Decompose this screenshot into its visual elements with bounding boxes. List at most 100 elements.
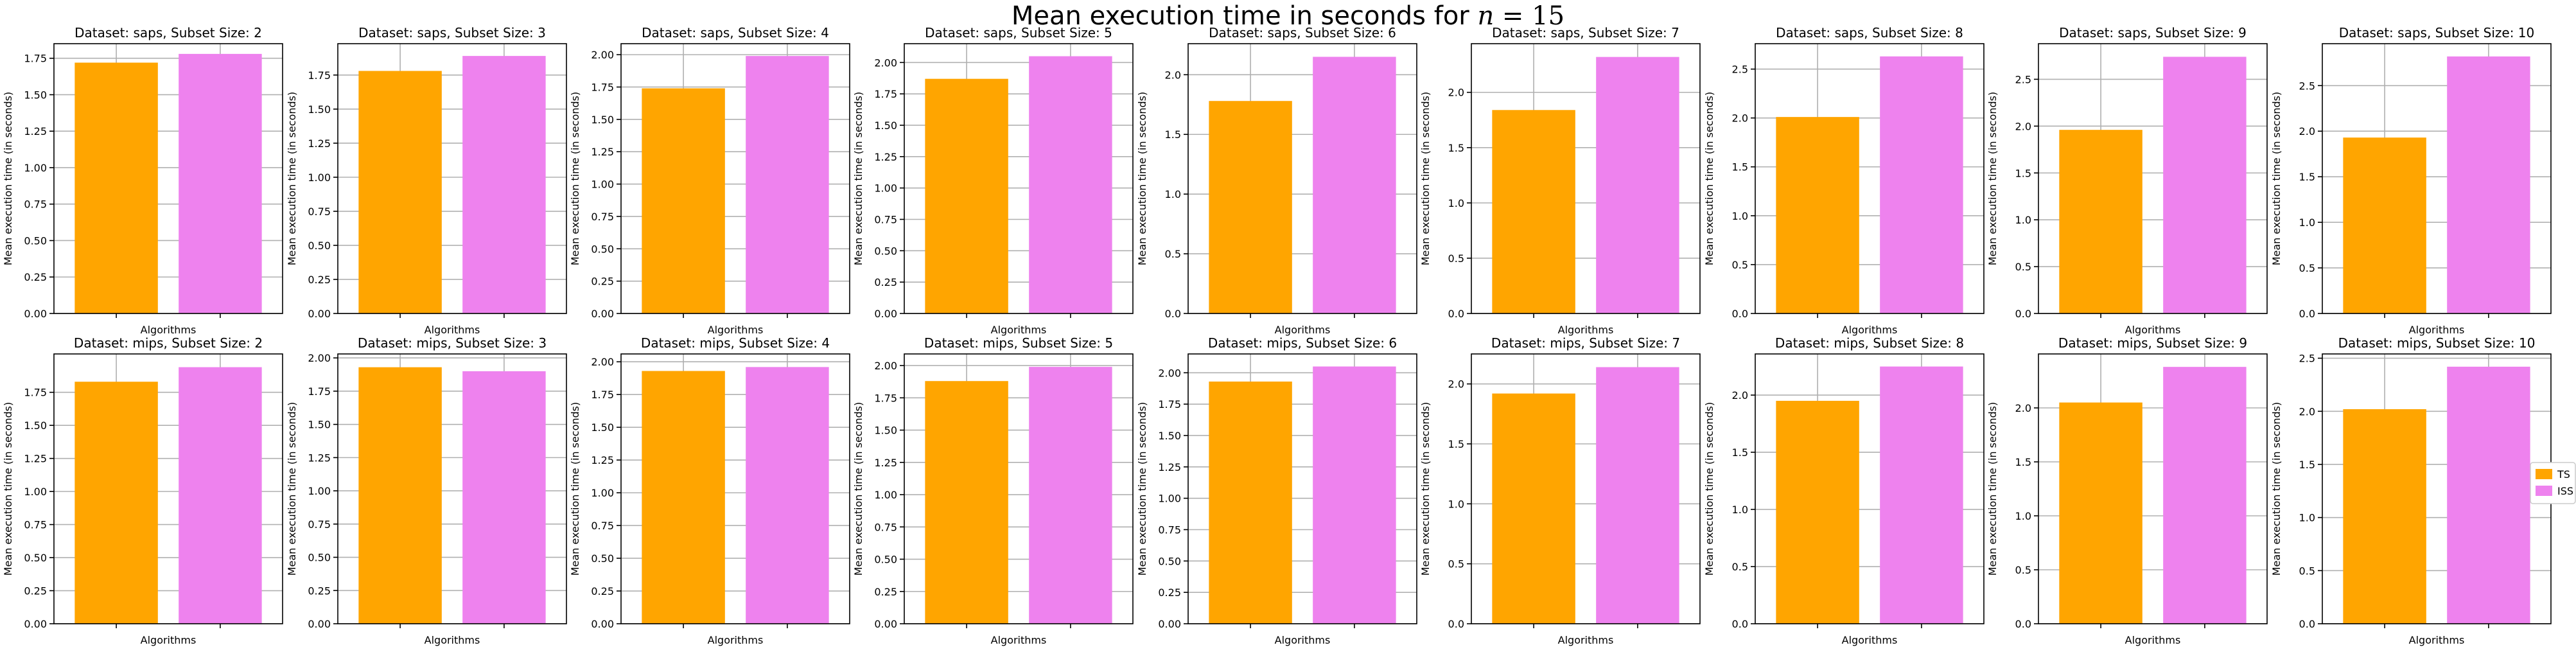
axes-frame [1755, 43, 1985, 314]
y-axis-label: Mean execution time (in seconds) [1136, 402, 1148, 576]
y-tick-label: 0.0 [1732, 618, 1748, 630]
bar-ts [1492, 110, 1575, 313]
y-tick-label: 0.0 [1448, 308, 1464, 320]
y-tick-label: 1.75 [591, 389, 614, 401]
bar-ts [74, 382, 158, 624]
x-axis-label: Algorithms [2125, 324, 2181, 336]
bar-iss [746, 56, 829, 313]
y-tick-label: 0.25 [24, 585, 47, 597]
y-tick-label: 1.5 [1448, 142, 1464, 154]
y-tick-label: 0.5 [1165, 248, 1181, 260]
y-tick-label: 2.0 [1732, 112, 1748, 125]
axes-frame [620, 43, 850, 314]
subplot: 0.00 0.25 0.50 0.75 1.00 1.25 1.50 1.75 Dataset:… [2, 335, 283, 646]
bar-ts [1776, 400, 1859, 624]
axes-frame [337, 353, 567, 624]
bar-ts [1209, 381, 1292, 624]
y-tick-label: 0.75 [24, 198, 47, 211]
axes-frame [1187, 353, 1417, 624]
subplot: 0.00 0.25 0.50 0.75 1.00 1.25 1.50 1.75 2.00 Data… [569, 335, 850, 646]
y-tick-label: 2.5 [1732, 64, 1748, 76]
y-tick-label: 0.25 [874, 276, 897, 288]
y-tick-label: 0.25 [591, 276, 614, 288]
y-tick-label: 1.0 [1732, 504, 1748, 516]
y-tick-label: 1.5 [2299, 459, 2315, 471]
x-axis-label: Algorithms [1842, 324, 1898, 336]
y-tick-label: 0.0 [1732, 308, 1748, 320]
y-tick-label: 0.00 [874, 308, 897, 320]
y-tick-label: 1.0 [1448, 498, 1464, 510]
y-tick-label: 2.5 [2299, 353, 2315, 365]
y-tick-label: 1.50 [591, 421, 614, 434]
y-tick-label: 1.50 [24, 89, 47, 101]
y-axis-label: Mean execution time (in seconds) [852, 92, 864, 266]
y-axis-label: Mean execution time (in seconds) [1703, 92, 1715, 266]
bar-iss [1313, 366, 1396, 624]
y-tick-label: 1.00 [308, 485, 331, 497]
y-tick-label: 1.50 [874, 119, 897, 132]
y-tick-label: 1.25 [24, 125, 47, 137]
axes-frame [53, 43, 283, 314]
y-tick-label: 2.00 [874, 360, 897, 372]
subplot: 0.0 0.5 1.0 1.5 2.0 Dataset: saps, Subset Siz… [1136, 25, 1417, 336]
y-tick-label: 1.75 [24, 387, 47, 399]
bar-ts [2343, 409, 2426, 624]
y-axis-label: Mean execution time (in seconds) [2, 92, 14, 266]
bar-ts [925, 78, 1008, 313]
y-tick-label: 0.0 [2015, 618, 2031, 630]
subplot: 0.0 0.5 1.0 1.5 2.0 Dataset: saps, Subset Siz… [1419, 25, 1701, 336]
y-tick-label: 0.75 [308, 206, 331, 218]
bar-ts [2059, 402, 2142, 624]
y-axis-label: Mean execution time (in seconds) [2, 402, 14, 576]
y-tick-label: 1.5 [2015, 456, 2031, 468]
y-tick-label: 2.00 [1158, 367, 1181, 379]
y-tick-label: 0.0 [2299, 618, 2315, 630]
subplot-title: Dataset: saps, Subset Size: 8 [1776, 25, 1963, 40]
y-tick-label: 1.00 [1158, 493, 1181, 505]
bar-ts [2059, 130, 2142, 313]
y-tick-label: 1.0 [2015, 214, 2031, 226]
y-tick-label: 1.75 [874, 88, 897, 100]
x-axis-label: Algorithms [2409, 634, 2465, 646]
y-tick-label: 0.0 [1448, 618, 1464, 630]
y-axis-label: Mean execution time (in seconds) [286, 402, 298, 576]
axes-frame [620, 353, 850, 624]
bar-ts [1209, 101, 1292, 313]
legend: TS ISS [2530, 462, 2576, 504]
axes-frame [904, 353, 1134, 624]
bar-iss [1596, 367, 1679, 624]
y-tick-label: 2.0 [1448, 378, 1464, 391]
y-tick-label: 0.75 [591, 520, 614, 532]
y-axis-label: Mean execution time (in seconds) [569, 92, 581, 266]
y-tick-label: 0.25 [591, 585, 614, 597]
subplot-title: Dataset: mips, Subset Size: 5 [924, 335, 1113, 351]
y-axis-label: Mean execution time (in seconds) [286, 92, 298, 266]
y-tick-label: 0.50 [308, 240, 331, 252]
y-tick-label: 1.00 [591, 487, 614, 499]
y-tick-label: 1.75 [1158, 398, 1181, 410]
y-tick-label: 0.75 [1158, 524, 1181, 536]
figure-title-variable: n [1477, 1, 1494, 31]
axes-frame [1755, 353, 1985, 624]
y-tick-label: 1.75 [874, 392, 897, 404]
bar-iss [179, 367, 262, 624]
y-tick-label: 0.50 [874, 554, 897, 566]
y-tick-label: 1.5 [2299, 171, 2315, 183]
y-axis-label: Mean execution time (in seconds) [1703, 402, 1715, 576]
y-tick-label: 1.25 [24, 453, 47, 465]
bar-iss [2447, 56, 2530, 313]
y-tick-label: 1.0 [2015, 510, 2031, 522]
y-tick-label: 1.25 [1158, 461, 1181, 473]
axes-frame [1471, 43, 1701, 314]
bar-ts [642, 371, 725, 624]
legend-swatch-ts [2536, 469, 2552, 479]
x-axis-label: Algorithms [1842, 634, 1898, 646]
y-axis-label: Mean execution time (in seconds) [1419, 402, 1432, 576]
y-axis-label: Mean execution time (in seconds) [2270, 402, 2282, 576]
bar-ts [74, 62, 158, 313]
bar-iss [1029, 367, 1112, 624]
subplot-title: Dataset: mips, Subset Size: 9 [2058, 335, 2247, 351]
y-tick-label: 1.50 [1158, 430, 1181, 442]
axes-frame [1187, 43, 1417, 314]
y-tick-label: 1.25 [874, 151, 897, 163]
